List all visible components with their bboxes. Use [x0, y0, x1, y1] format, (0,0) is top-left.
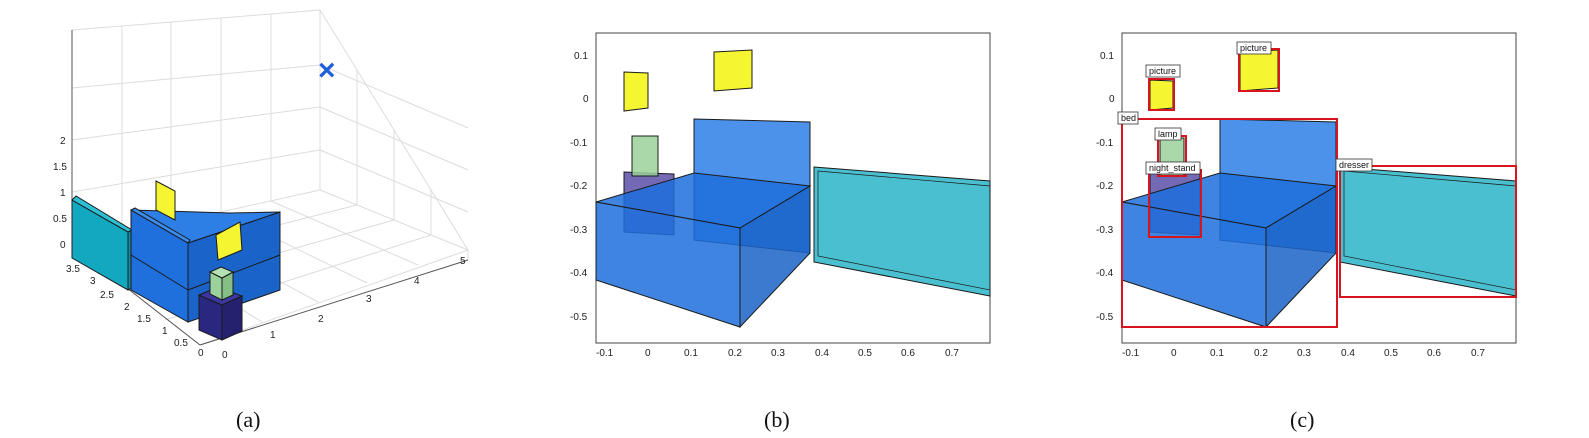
panel-b-picture-left — [623, 71, 649, 112]
svg-text:1: 1 — [270, 330, 276, 341]
svg-text:0.5: 0.5 — [174, 338, 188, 349]
svg-text:0.4: 0.4 — [815, 348, 829, 359]
bbox-dresser — [1339, 165, 1517, 298]
svg-text:0.2: 0.2 — [728, 348, 742, 359]
svg-text:dresser: dresser — [1339, 160, 1369, 170]
svg-text:1.5: 1.5 — [53, 162, 67, 173]
svg-text:0.7: 0.7 — [945, 348, 959, 359]
svg-text:0.3: 0.3 — [771, 348, 785, 359]
panel-c-label-lamp: lamp — [1154, 127, 1182, 141]
svg-text:-0.5: -0.5 — [570, 312, 588, 323]
svg-text:0: 0 — [1171, 348, 1177, 359]
panel-c-label-night-stand: night_stand — [1145, 161, 1201, 175]
svg-text:-0.1: -0.1 — [596, 348, 614, 359]
panel-c-projection-with-boxes: 0.1 0 -0.1 -0.2 -0.3 -0.4 -0.5 -0.1 0 0.… — [1096, 32, 1517, 432]
svg-text:1.5: 1.5 — [137, 314, 151, 325]
panel-b-x-ticks: -0.1 0 0.1 0.2 0.3 0.4 0.5 0.6 0.7 — [596, 348, 959, 359]
svg-text:-0.1: -0.1 — [1122, 348, 1140, 359]
svg-text:0: 0 — [60, 240, 66, 251]
svg-text:-0.4: -0.4 — [1096, 268, 1114, 279]
camera-marker-icon: × — [318, 54, 336, 87]
panel-c-y-ticks: 0.1 0 -0.1 -0.2 -0.3 -0.4 -0.5 — [1096, 51, 1115, 323]
panel-a-dresser — [71, 195, 134, 291]
svg-text:0: 0 — [1109, 94, 1115, 105]
svg-text:0.6: 0.6 — [901, 348, 915, 359]
svg-text:1: 1 — [162, 326, 168, 337]
svg-text:bed: bed — [1121, 113, 1136, 123]
svg-text:0.1: 0.1 — [1210, 348, 1224, 359]
panel-a-z-ticks: 0 0.5 1 1.5 2 — [53, 136, 67, 251]
bbox-picture-left — [1148, 78, 1175, 111]
svg-text:night_stand: night_stand — [1149, 163, 1196, 173]
svg-text:0: 0 — [645, 348, 651, 359]
svg-text:picture: picture — [1149, 66, 1176, 76]
panel-b-bed — [595, 118, 812, 329]
panel-a-grid — [71, 9, 469, 346]
svg-text:3: 3 — [366, 294, 372, 305]
svg-text:0.2: 0.2 — [1254, 348, 1268, 359]
svg-text:0: 0 — [583, 94, 589, 105]
svg-text:-0.1: -0.1 — [1096, 138, 1114, 149]
panel-a-picture-1 — [155, 180, 176, 221]
svg-text:0.4: 0.4 — [1341, 348, 1355, 359]
svg-text:-0.3: -0.3 — [570, 225, 588, 236]
svg-text:-0.4: -0.4 — [570, 268, 588, 279]
svg-text:-0.2: -0.2 — [570, 181, 588, 192]
panel-c-label-picture-left: picture — [1145, 64, 1181, 78]
panel-a-caption: (a) — [236, 407, 260, 432]
panel-b-caption: (b) — [764, 407, 790, 432]
svg-text:0.5: 0.5 — [1384, 348, 1398, 359]
svg-text:-0.5: -0.5 — [1096, 312, 1114, 323]
panel-a-picture-2 — [215, 221, 243, 261]
svg-text:0.6: 0.6 — [1427, 348, 1441, 359]
panel-b-dresser — [813, 166, 991, 297]
svg-text:0.5: 0.5 — [53, 214, 67, 225]
svg-text:picture: picture — [1240, 43, 1267, 53]
svg-text:0.3: 0.3 — [1297, 348, 1311, 359]
svg-text:lamp: lamp — [1158, 129, 1178, 139]
svg-text:-0.3: -0.3 — [1096, 225, 1114, 236]
svg-text:0.1: 0.1 — [574, 51, 588, 62]
panel-a-lamp — [208, 266, 235, 301]
svg-text:0.1: 0.1 — [1100, 51, 1114, 62]
panel-c-bed — [1121, 118, 1338, 329]
svg-text:0.7: 0.7 — [1471, 348, 1485, 359]
panel-c-label-dresser: dresser — [1335, 158, 1373, 172]
panel-c-picture-left — [1149, 79, 1174, 111]
svg-text:0: 0 — [198, 348, 204, 359]
panel-c-x-ticks: -0.1 0 0.1 0.2 0.3 0.4 0.5 0.6 0.7 — [1122, 348, 1485, 359]
svg-text:0.1: 0.1 — [684, 348, 698, 359]
svg-text:2: 2 — [60, 136, 66, 147]
panel-b-y-ticks: 0.1 0 -0.1 -0.2 -0.3 -0.4 -0.5 — [570, 51, 589, 323]
svg-text:-0.2: -0.2 — [1096, 181, 1114, 192]
svg-text:3.5: 3.5 — [66, 264, 80, 275]
svg-text:2: 2 — [124, 302, 130, 313]
panel-b-lamp — [631, 135, 659, 177]
panel-c-picture-right — [1239, 49, 1279, 92]
panel-b-picture-right — [713, 49, 753, 92]
svg-text:1: 1 — [60, 188, 66, 199]
svg-text:0: 0 — [222, 350, 228, 361]
panel-c-label-bed: bed — [1117, 111, 1139, 125]
panel-c-caption: (c) — [1290, 407, 1314, 432]
panel-a-y-ticks: 3.5 3 2.5 2 1.5 1 0.5 0 — [66, 264, 204, 359]
svg-text:4: 4 — [414, 276, 420, 287]
svg-text:-0.1: -0.1 — [570, 138, 588, 149]
panel-a-x-ticks: 0 1 2 3 4 5 — [222, 256, 466, 361]
panel-c-label-picture-right: picture — [1236, 41, 1272, 55]
svg-text:0.5: 0.5 — [858, 348, 872, 359]
svg-text:5: 5 — [460, 256, 466, 267]
panel-b-projection: 0.1 0 -0.1 -0.2 -0.3 -0.4 -0.5 -0.1 0 0.… — [570, 32, 991, 432]
bbox-bed — [1121, 118, 1338, 328]
svg-text:2.5: 2.5 — [100, 290, 114, 301]
panel-a-3d-scene: × 0 0.5 1 1.5 2 3.5 3 2.5 — [53, 9, 469, 432]
svg-text:2: 2 — [318, 314, 324, 325]
svg-text:3: 3 — [90, 276, 96, 287]
